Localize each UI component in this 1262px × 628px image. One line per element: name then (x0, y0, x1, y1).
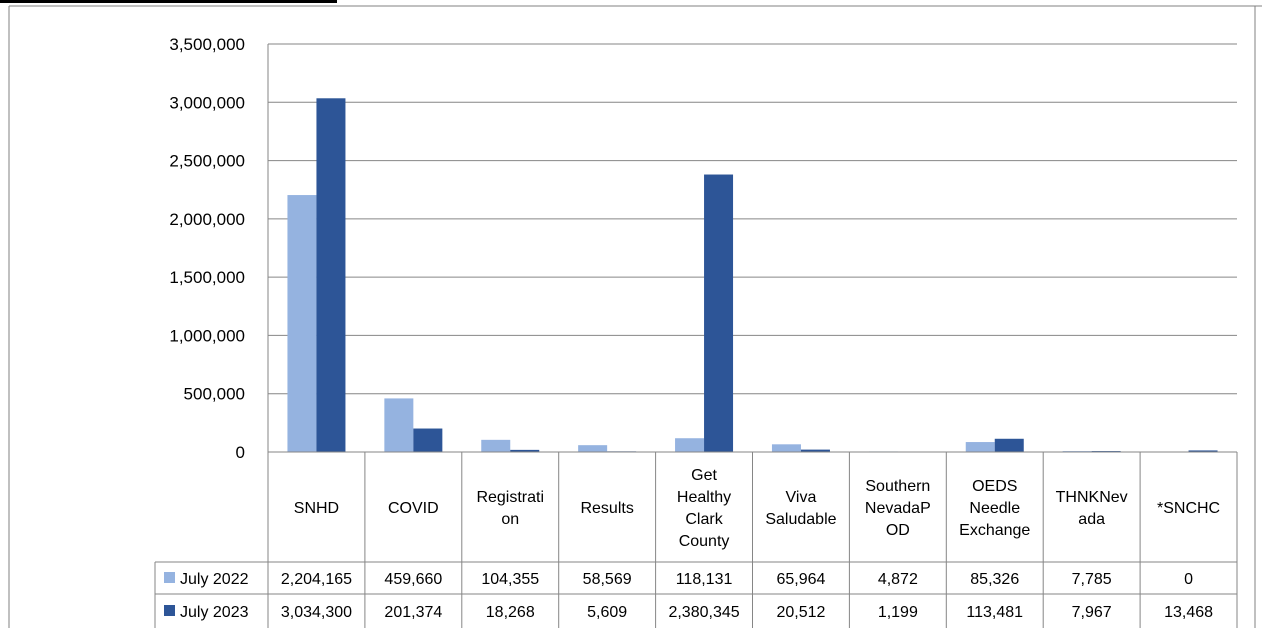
x-tick-label: ada (1078, 511, 1105, 528)
data-label: 459,660 (384, 571, 442, 588)
x-tick-label: OEDS (972, 478, 1017, 495)
x-tick-label: *SNCHC (1157, 500, 1220, 517)
legend-key-july-2023 (164, 605, 175, 616)
y-tick-label: 3,000,000 (169, 93, 245, 112)
bar-july-2022 (481, 439, 511, 452)
x-tick-label: Saludable (765, 511, 836, 528)
bar-july-2023 (1188, 450, 1218, 452)
data-label: 85,326 (970, 571, 1019, 588)
x-tick-label: Needle (969, 500, 1020, 517)
y-tick-label: 1,000,000 (169, 326, 245, 345)
data-label: 7,967 (1072, 604, 1112, 621)
x-tick-label: Clark (685, 511, 723, 528)
x-tick-label: THNKNev (1056, 489, 1128, 506)
y-tick-label: 2,000,000 (169, 210, 245, 229)
x-tick-label: Southern (865, 478, 930, 495)
x-tick-label: SNHD (294, 500, 339, 517)
bar-july-2023 (704, 174, 734, 452)
x-tick-label: on (501, 511, 519, 528)
data-label: 113,481 (966, 604, 1023, 621)
data-label: 1,199 (878, 604, 918, 621)
y-tick-label: 1,500,000 (169, 268, 245, 287)
bar-july-2022 (287, 195, 317, 452)
legend-key-july-2022 (164, 572, 175, 583)
data-label: 7,785 (1072, 571, 1112, 588)
x-tick-label: Viva (786, 489, 817, 506)
data-label: 58,569 (583, 571, 632, 588)
legend-label: July 2023 (180, 604, 249, 621)
top-rule (0, 0, 337, 3)
y-tick-label: 2,500,000 (169, 152, 245, 171)
x-tick-label: Exchange (959, 522, 1030, 539)
data-label: 20,512 (776, 604, 825, 621)
bar-july-2023 (316, 98, 346, 452)
data-label: 2,380,345 (668, 604, 739, 621)
data-label: 104,355 (481, 571, 539, 588)
legend-label: July 2022 (180, 571, 249, 588)
data-label: 5,609 (587, 604, 627, 621)
bar-july-2023 (800, 449, 830, 452)
data-label: 65,964 (776, 571, 825, 588)
bar-july-2023 (994, 438, 1024, 452)
bar-july-2023 (413, 428, 443, 452)
data-label: 3,034,300 (281, 604, 352, 621)
bar-july-2022 (771, 444, 801, 452)
x-tick-label: Results (580, 500, 633, 517)
x-tick-label: OD (886, 522, 910, 539)
data-label: 118,131 (676, 571, 733, 588)
y-tick-label: 500,000 (184, 385, 245, 404)
bar-july-2023 (510, 449, 540, 452)
bar-july-2022 (675, 438, 705, 452)
bar-july-2022 (578, 445, 608, 452)
x-tick-label: Get (691, 467, 717, 484)
x-tick-label: COVID (388, 500, 439, 517)
y-tick-label: 3,500,000 (169, 35, 245, 54)
data-label: 13,468 (1164, 604, 1213, 621)
y-tick-label: 0 (236, 443, 245, 462)
data-label: 0 (1184, 571, 1193, 588)
x-tick-label: NevadaP (865, 500, 931, 517)
x-tick-label: County (679, 533, 730, 550)
data-label: 4,872 (878, 571, 918, 588)
bar-july-2022 (384, 398, 414, 452)
data-label: 18,268 (486, 604, 535, 621)
data-label: 201,374 (384, 604, 442, 621)
x-tick-label: Healthy (677, 489, 731, 506)
x-tick-label: Registrati (476, 489, 544, 506)
data-label: 2,204,165 (281, 571, 352, 588)
bar-july-2022 (965, 442, 995, 452)
